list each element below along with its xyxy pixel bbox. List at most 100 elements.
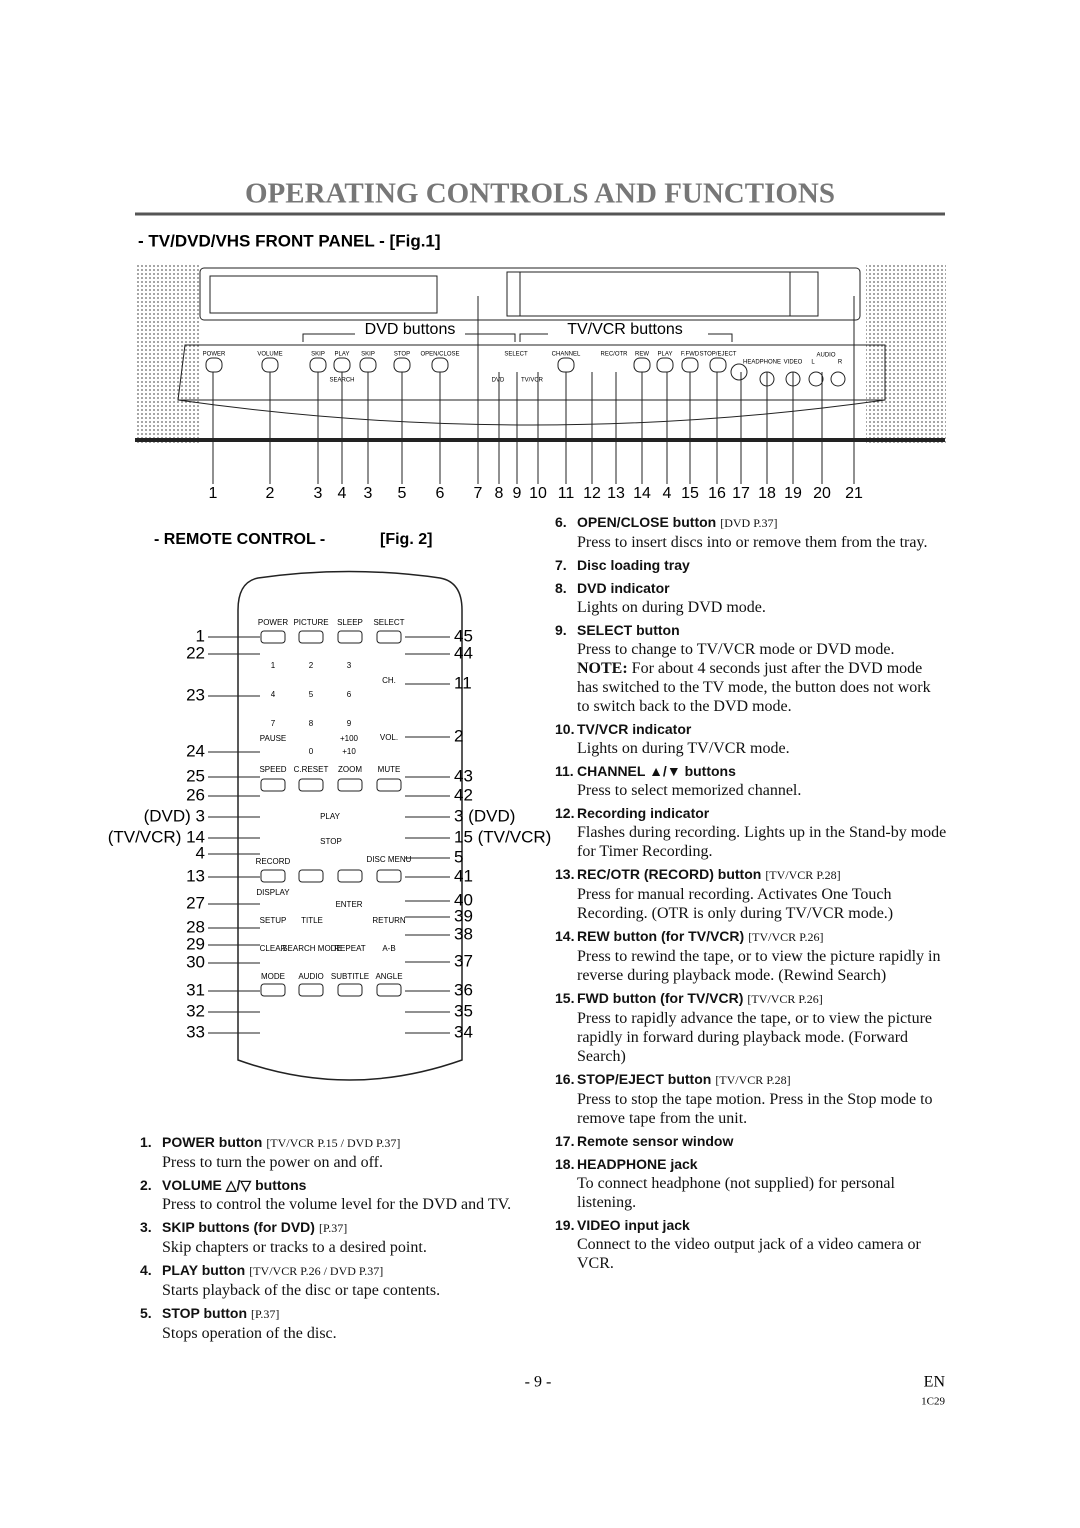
- remote-callout-right: 44: [454, 643, 473, 662]
- item-text: Starts playback of the disc or tape cont…: [162, 1282, 441, 1299]
- panel-button: [359, 357, 377, 373]
- remote-callout-right: 11: [454, 673, 472, 692]
- remote-button-label: +100: [340, 734, 359, 743]
- remote-button-label: SETUP: [260, 916, 287, 925]
- callout-number: 20: [813, 485, 831, 502]
- remote-button: [298, 630, 324, 644]
- remote-button: [337, 630, 363, 644]
- item-text: Skip chapters or tracks to a desired poi…: [162, 1239, 427, 1256]
- panel-button: [431, 357, 449, 373]
- remote-callout-left: 28: [186, 917, 205, 936]
- panel-button: [633, 357, 651, 373]
- item: 13. REC/OTR (RECORD) button [TV/VCR P.28]…: [555, 865, 947, 923]
- item-number: 10.: [555, 721, 575, 737]
- item-number: 3.: [140, 1219, 152, 1235]
- remote-callout-left: (DVD) 3: [144, 806, 205, 825]
- remote-button-label: POWER: [258, 618, 288, 627]
- panel-button-label: STOP/EJECT: [700, 352, 737, 358]
- panel-button-label: AUDIO: [816, 353, 835, 359]
- item-head: 18. HEADPHONE jack: [555, 1155, 947, 1174]
- remote-button: [337, 869, 363, 883]
- item: 11. CHANNEL ▲/▼ buttons Press to select me…: [555, 762, 947, 800]
- item-title: DVD indicator: [577, 580, 670, 596]
- remote-button: [260, 983, 286, 997]
- item-text: Press to turn the power on and off.: [162, 1154, 383, 1171]
- jack: [808, 371, 824, 387]
- item-head: 2. VOLUME △/▽ buttons: [140, 1176, 535, 1195]
- remote-button-label: ANGLE: [375, 972, 402, 981]
- item-title: TV/VCR indicator: [577, 721, 692, 737]
- remote-button: [298, 778, 324, 792]
- item-text: To connect headphone (not supplied) for …: [577, 1175, 895, 1211]
- remote-button-label: DISPLAY: [256, 888, 290, 897]
- panel-button-label: VIDEO: [784, 360, 803, 366]
- item: 1. POWER button [TV/VCR P.15 / DVD P.37] P…: [140, 1133, 535, 1172]
- item-head: 9. SELECT button: [555, 621, 947, 640]
- panel-button-label: TV/VCR: [521, 378, 544, 384]
- remote-callout-left: 31: [186, 980, 205, 999]
- callout-number: 4: [663, 485, 672, 502]
- remote-button-label: +10: [342, 747, 356, 756]
- item-head: 11. CHANNEL ▲/▼ buttons: [555, 762, 947, 781]
- panel-button-label: PLAY: [658, 352, 673, 358]
- item-text: Lights on during TV/VCR mode.: [577, 740, 790, 757]
- remote-heading: - REMOTE CONTROL -: [154, 531, 325, 548]
- item-number: 4.: [140, 1262, 152, 1278]
- item-text: Connect to the video output jack of a vi…: [577, 1236, 921, 1272]
- remote-callout-right: 42: [454, 785, 473, 804]
- item-head: 4. PLAY button [TV/VCR P.26 / DVD P.37]: [140, 1261, 535, 1281]
- remote-button-label: SELECT: [373, 618, 404, 627]
- panel-button-label: STOP: [394, 352, 410, 358]
- callout-number: 3: [314, 485, 323, 502]
- item-text: Press to select memorized channel.: [577, 782, 802, 799]
- remote-callout-right: 40: [454, 890, 473, 909]
- panel-heading: - TV/DVD/VHS FRONT PANEL - [Fig.1]: [138, 231, 441, 250]
- item-ref: [TV/VCR P.15 / DVD P.37]: [266, 1136, 401, 1150]
- item-head: 1. POWER button [TV/VCR P.15 / DVD P.37]: [140, 1133, 535, 1153]
- item-head: 8. DVD indicator: [555, 579, 947, 598]
- remote-button: [260, 630, 286, 644]
- item-number: 18.: [555, 1156, 575, 1172]
- item-text: Press to control the volume level for th…: [162, 1196, 512, 1213]
- panel-button: [333, 357, 351, 373]
- doc-code: 1C29: [921, 1396, 945, 1408]
- remote-callout-left: 24: [186, 741, 205, 760]
- item-title: CHANNEL ▲/▼ buttons: [577, 763, 736, 779]
- item-ref: [DVD P.37]: [720, 516, 778, 530]
- panel-button-label: SELECT: [504, 352, 528, 358]
- panel-button: [656, 357, 674, 373]
- callout-number: 19: [784, 485, 802, 502]
- item-title: REW button (for TV/VCR): [577, 928, 745, 944]
- note-text: For about 4 seconds just after the DVD m…: [577, 660, 931, 715]
- remote-callout-left: (TV/VCR) 14: [108, 827, 205, 846]
- remote-button: [376, 869, 402, 883]
- item-text: Press to rapidly advance the tape, or to…: [577, 1010, 932, 1065]
- remote-callout-right: 43: [454, 766, 473, 785]
- item: 8. DVD indicator Lights on during DVD mode…: [555, 579, 947, 617]
- item-ref: [P.37]: [251, 1307, 280, 1321]
- remote-button: [376, 983, 402, 997]
- item-ref: [TV/VCR P.28]: [715, 1073, 791, 1087]
- panel-button-label: SKIP: [311, 352, 325, 358]
- remote-body: [237, 570, 463, 1081]
- callout-number: 12: [583, 485, 601, 502]
- callout-number: 3: [364, 485, 373, 502]
- panel-button: [681, 357, 699, 373]
- panel-button-label: POWER: [203, 352, 226, 358]
- panel-button-label: R: [838, 360, 843, 366]
- callout-number: 16: [708, 485, 726, 502]
- callout-number: 2: [266, 485, 275, 502]
- item: 9. SELECT button Press to change to TV/VCR…: [555, 621, 947, 716]
- remote-button-label: 7: [271, 719, 276, 728]
- item-number: 8.: [555, 580, 567, 596]
- item-head: 14. REW button (for TV/VCR) [TV/VCR P.26]: [555, 927, 947, 947]
- remote-button-label: SUBTITLE: [331, 972, 369, 981]
- callout-number: 8: [495, 485, 504, 502]
- item-title: STOP/EJECT button: [577, 1071, 712, 1087]
- remote-button-label: SPEED: [259, 765, 286, 774]
- remote-button-label: C.RESET: [294, 765, 329, 774]
- panel-button-label: SKIP: [361, 352, 375, 358]
- remote-callout-right: 34: [454, 1022, 473, 1041]
- page-title: OPERATING CONTROLS AND FUNCTIONS: [245, 178, 835, 210]
- item: 3. SKIP buttons (for DVD) [P.37] Skip chap…: [140, 1218, 535, 1257]
